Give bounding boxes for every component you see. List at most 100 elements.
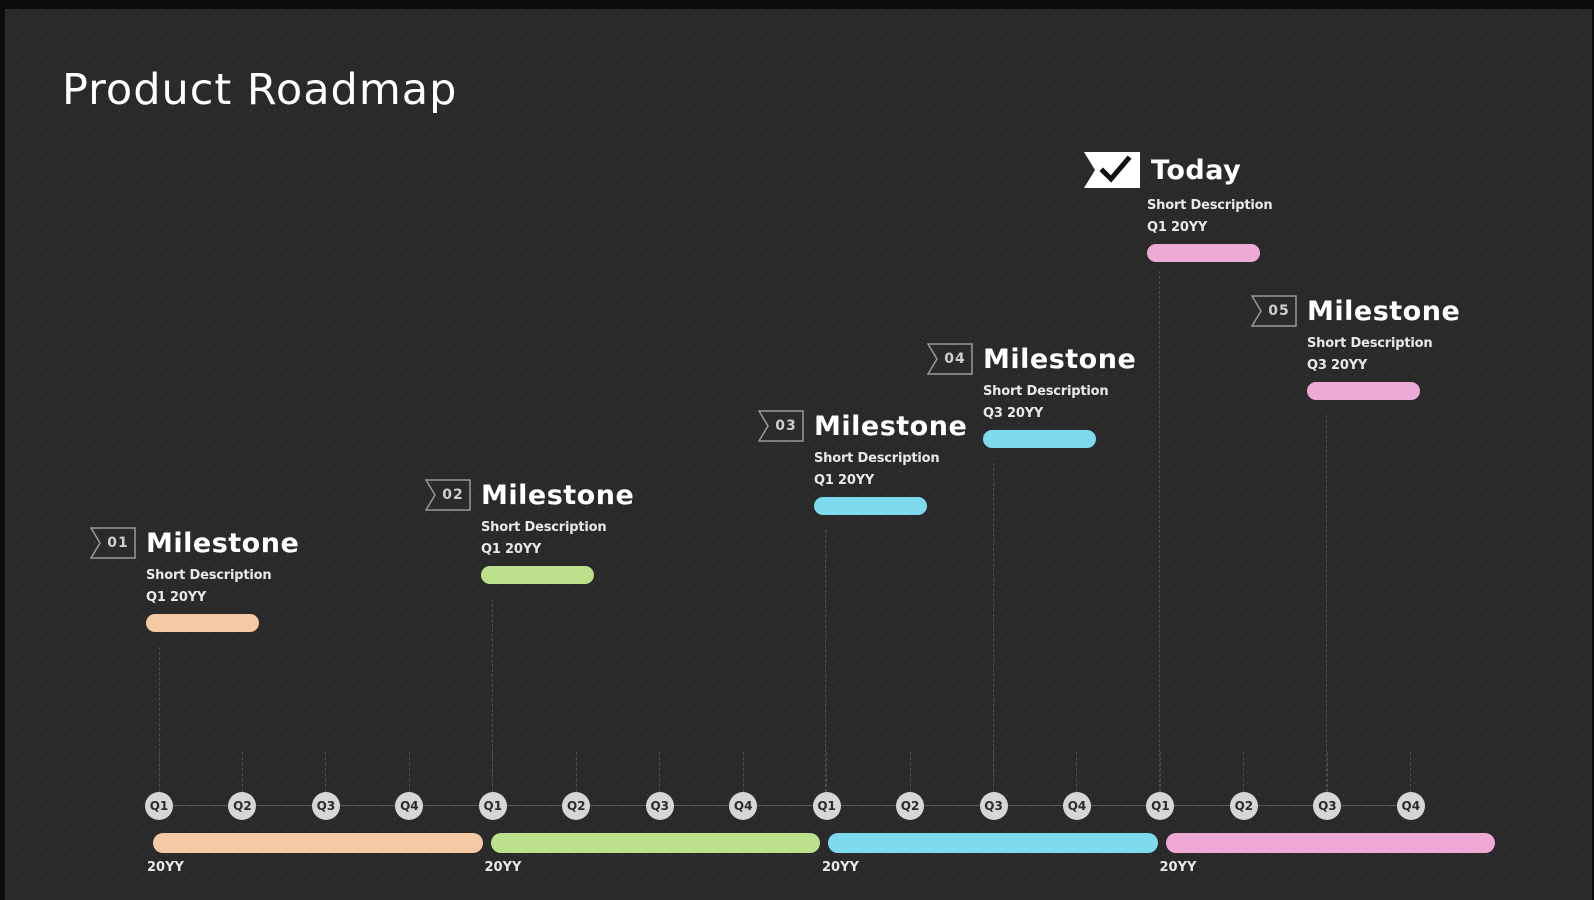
quarter-marker: Q2: [896, 792, 925, 820]
connector-line: [825, 530, 826, 792]
quarter-item: Q2: [228, 752, 257, 820]
page-title: Product Roadmap: [62, 65, 458, 115]
milestone-bar: [814, 497, 927, 515]
milestone-date: Q1 20YY: [481, 542, 542, 557]
connector-line: [1326, 415, 1327, 792]
quarter-marker: Q1: [812, 792, 841, 820]
milestone-date: Q1 20YY: [1147, 220, 1208, 235]
quarter-row: Q1 Q2 Q3 Q4 Q1 Q2 Q3 Q4 Q1 Q2 Q3 Q4 Q1 Q2 Q3 Q4: [145, 752, 1425, 820]
quarter-tick: [659, 752, 661, 792]
quarter-item: Q1: [478, 752, 507, 820]
quarter-tick: [408, 752, 410, 792]
quarter-tick: [158, 752, 160, 792]
quarter-tick: [1326, 752, 1328, 792]
quarter-item: Q1: [145, 752, 173, 820]
quarter-item: Q2: [1229, 752, 1258, 820]
year-segment: 20YY: [485, 833, 820, 875]
quarter-marker: Q2: [1229, 792, 1258, 820]
quarter-marker: Q4: [729, 792, 758, 820]
year-bar: [828, 833, 1158, 853]
quarter-tick: [742, 752, 744, 792]
quarter-item: Q3: [979, 752, 1008, 820]
milestone-number: 01: [107, 535, 129, 551]
quarter-marker: Q4: [1062, 792, 1091, 820]
milestone-title: Milestone: [1307, 295, 1461, 327]
check-flag-icon: [1083, 151, 1141, 189]
flag-icon: 04: [927, 343, 973, 375]
year-segment: 20YY: [147, 833, 483, 875]
quarter-tick: [1410, 752, 1412, 792]
timeline-axis: [159, 805, 1411, 806]
milestone-bar: [983, 430, 1096, 448]
today-card: Today Short Description Q1 20YY: [1083, 151, 1313, 262]
milestone-description: Short Description: [481, 520, 607, 535]
quarter-item: Q3: [311, 752, 340, 820]
flag-icon: 05: [1251, 295, 1297, 327]
quarter-tick: [909, 752, 911, 792]
quarter-tick: [575, 752, 577, 792]
milestone-title: Milestone: [146, 527, 300, 559]
quarter-marker: Q3: [311, 792, 340, 820]
connector-line: [1159, 271, 1160, 792]
milestone-description: Short Description: [1147, 198, 1273, 213]
quarter-item: Q1: [1146, 752, 1175, 820]
year-segment: 20YY: [1160, 833, 1495, 875]
quarter-tick: [325, 752, 327, 792]
quarter-item: Q3: [1313, 752, 1342, 820]
quarter-marker: Q4: [1396, 792, 1425, 820]
quarter-tick: [826, 752, 828, 792]
milestone-description: Short Description: [983, 384, 1109, 399]
quarter-marker: Q3: [645, 792, 674, 820]
quarter-item: Q2: [896, 752, 925, 820]
milestone-number: 02: [442, 487, 464, 503]
quarter-tick: [492, 752, 494, 792]
milestone-bar: [1147, 244, 1260, 262]
quarter-marker: Q1: [478, 792, 507, 820]
milestone-card-04: 04 Milestone Short Description Q3 20YY: [927, 343, 1157, 448]
flag-icon: 03: [758, 410, 804, 442]
year-label: 20YY: [822, 860, 859, 875]
milestone-date: Q1 20YY: [146, 590, 207, 605]
milestone-card-01: 01 Milestone Short Description Q1 20YY: [90, 527, 320, 632]
quarter-tick: [1159, 752, 1161, 792]
quarter-marker: Q1: [1146, 792, 1175, 820]
milestone-bar: [146, 614, 259, 632]
connector-line: [993, 463, 994, 792]
milestone-bar: [481, 566, 594, 584]
quarter-item: Q4: [1396, 752, 1425, 820]
flag-icon: 01: [90, 527, 136, 559]
milestone-title: Milestone: [983, 343, 1137, 375]
milestone-card-03: 03 Milestone Short Description Q1 20YY: [758, 410, 988, 515]
year-segment: 20YY: [822, 833, 1158, 875]
milestone-number: 03: [775, 418, 797, 434]
quarter-tick: [1243, 752, 1245, 792]
milestone-description: Short Description: [1307, 336, 1433, 351]
quarter-item: Q2: [562, 752, 591, 820]
flag-icon: 02: [425, 479, 471, 511]
today-title: Today: [1151, 154, 1242, 186]
year-label: 20YY: [147, 860, 184, 875]
milestone-date: Q3 20YY: [1307, 358, 1368, 373]
quarter-marker: Q3: [1313, 792, 1342, 820]
connector-line: [492, 599, 493, 792]
quarter-marker: Q2: [228, 792, 257, 820]
year-label: 20YY: [484, 860, 522, 875]
milestone-card-05: 05 Milestone Short Description Q3 20YY: [1251, 295, 1481, 400]
quarter-tick: [1076, 752, 1078, 792]
quarter-tick: [241, 752, 243, 792]
milestone-bar: [1307, 382, 1420, 400]
milestone-title: Milestone: [814, 410, 968, 442]
milestone-description: Short Description: [814, 451, 940, 466]
quarter-marker: Q2: [562, 792, 591, 820]
year-bar: [1165, 833, 1495, 853]
milestone-number: 04: [944, 351, 966, 367]
quarter-marker: Q4: [395, 792, 424, 820]
milestone-date: Q3 20YY: [983, 406, 1044, 421]
quarter-tick: [993, 752, 995, 792]
milestone-title: Milestone: [481, 479, 635, 511]
year-label: 20YY: [1159, 860, 1197, 875]
milestone-card-02: 02 Milestone Short Description Q1 20YY: [425, 479, 655, 584]
quarter-item: Q1: [812, 752, 841, 820]
year-bar: [490, 833, 820, 853]
